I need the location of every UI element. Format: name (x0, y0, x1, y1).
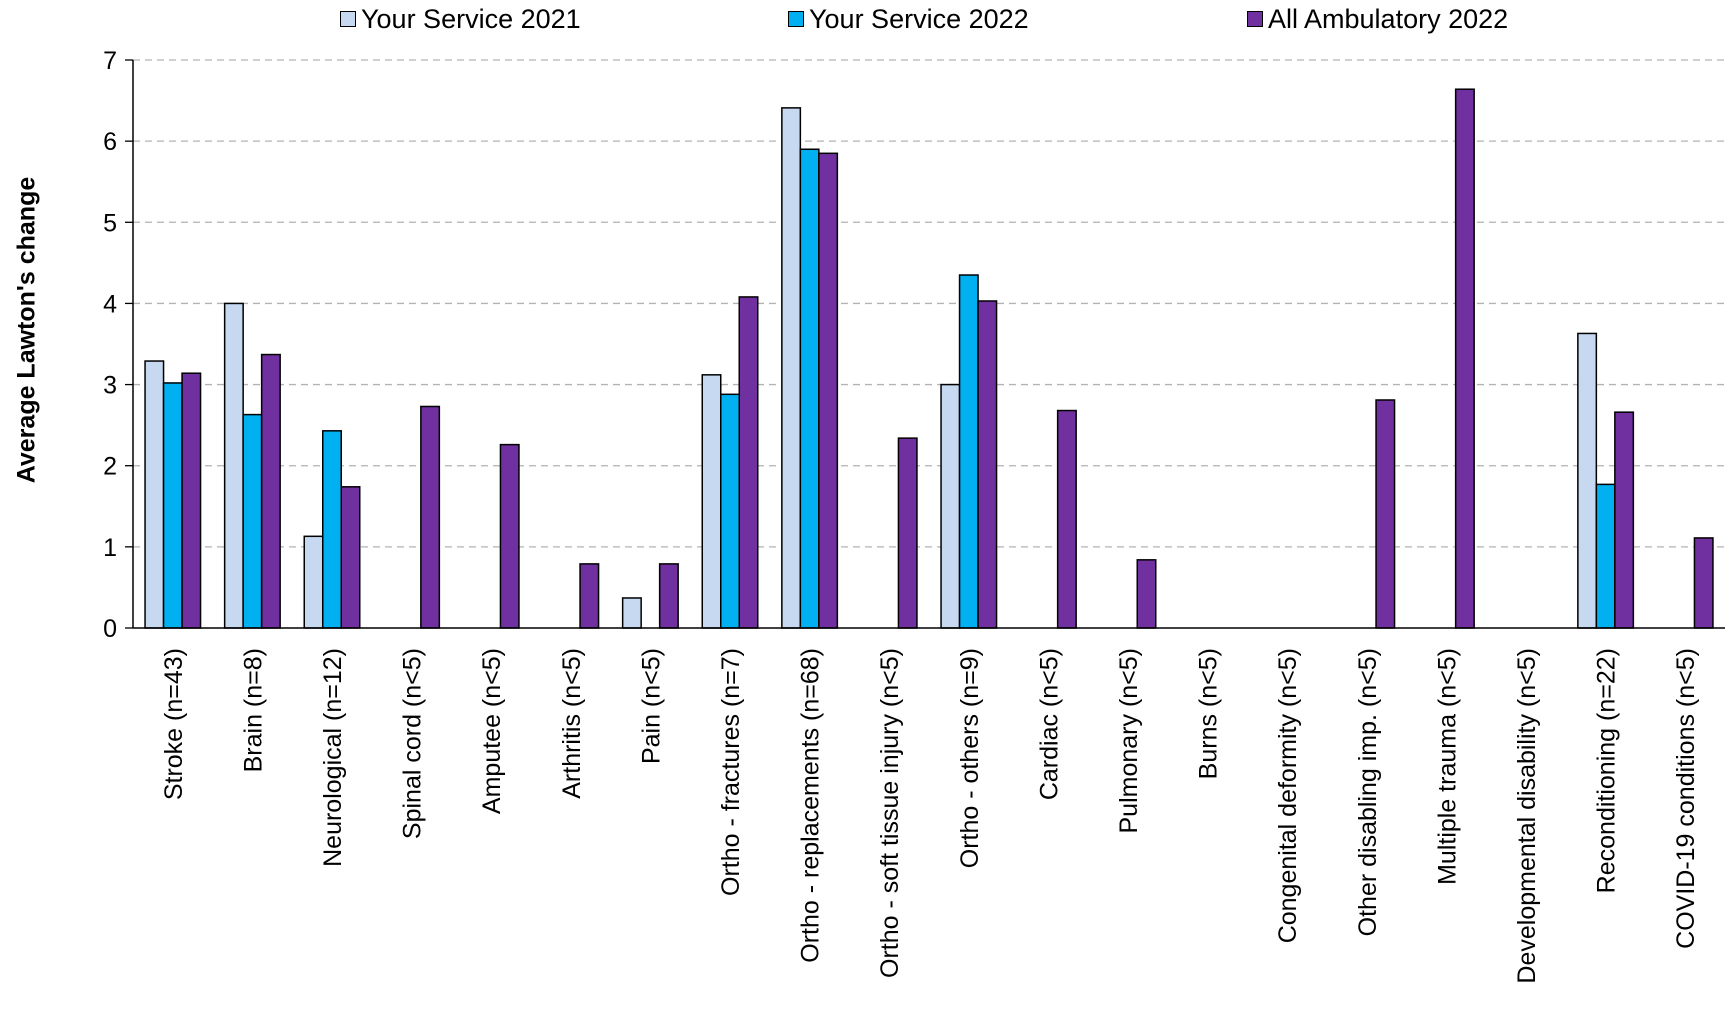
bar-all-ambulatory-2022-ortho-others-n-9 (977, 300, 998, 629)
x-tick-label: COVID-19 conditions (n<5) (1672, 648, 1700, 949)
x-tick-label: Burns (n<5) (1195, 648, 1223, 779)
x-tick-label: Neurological (n=12) (319, 648, 347, 867)
bar-all-ambulatory-2022-spinal-cord-n-5 (420, 405, 441, 629)
bar-all-ambulatory-2022-reconditioning-n-22 (1614, 411, 1635, 629)
bar-your-service-2021-ortho-replacements-n-68 (781, 107, 802, 629)
y-tick-label: 1 (103, 534, 117, 562)
bar-all-ambulatory-2022-other-disabling-imp-n-5 (1375, 399, 1396, 629)
y-tick-label: 6 (103, 128, 117, 156)
legend-label-service-2021: Your Service 2021 (361, 3, 581, 34)
bar-all-ambulatory-2022-arthritis-n-5 (579, 563, 600, 629)
x-tick-label: Brain (n=8) (239, 648, 267, 772)
x-tick-label: Multiple trauma (n<5) (1433, 648, 1461, 885)
bar-all-ambulatory-2022-cardiac-n-5 (1056, 409, 1077, 629)
y-tick-label: 0 (103, 615, 117, 643)
bar-all-ambulatory-2022-amputee-n-5 (499, 443, 520, 629)
bar-all-ambulatory-2022-ortho-replacements-n-68 (818, 152, 839, 629)
legend-item-service-2021: Your Service 2021 (340, 2, 581, 36)
legend-label-all-ambulatory-2022: All Ambulatory 2022 (1268, 3, 1509, 34)
bar-all-ambulatory-2022-pulmonary-n-5 (1136, 559, 1157, 629)
bar-your-service-2022-reconditioning-n-22 (1595, 483, 1616, 629)
bar-all-ambulatory-2022-neurological-n-12 (340, 486, 361, 629)
x-tick-label: Developmental disability (n<5) (1513, 648, 1541, 984)
y-tick-label: 4 (103, 290, 117, 318)
bar-all-ambulatory-2022-ortho-soft-tissue-injury-n-5 (897, 437, 918, 629)
bar-your-service-2021-stroke-n-43 (144, 360, 165, 629)
bar-your-service-2022-ortho-fractures-n-7 (720, 393, 740, 629)
bar-your-service-2022-ortho-replacements-n-68 (799, 148, 820, 629)
bar-all-ambulatory-2022-ortho-fractures-n-7 (738, 296, 759, 629)
bar-all-ambulatory-2022-multiple-trauma-n-5 (1454, 88, 1475, 629)
x-tick-label: Other disabling imp. (n<5) (1354, 648, 1382, 936)
bar-all-ambulatory-2022-pain-n-5 (658, 563, 679, 629)
bar-your-service-2021-ortho-fractures-n-7 (701, 374, 722, 629)
y-tick-label: 2 (103, 453, 117, 481)
x-tick-label: Ortho - replacements (n=68) (797, 648, 825, 963)
bar-your-service-2022-ortho-others-n-9 (958, 274, 979, 629)
bar-your-service-2022-stroke-n-43 (162, 382, 183, 629)
x-tick-label: Spinal cord (n<5) (399, 648, 427, 839)
bar-your-service-2022-neurological-n-12 (322, 430, 342, 629)
y-tick-label: 7 (103, 47, 117, 75)
bar-your-service-2021-reconditioning-n-22 (1577, 332, 1598, 629)
bar-all-ambulatory-2022-brain-n-8 (260, 353, 281, 629)
legend-swatch-service-2022 (788, 11, 804, 27)
x-tick-label: Congenital deformity (n<5) (1274, 648, 1302, 943)
legend-item-service-2022: Your Service 2022 (788, 2, 1029, 36)
x-tick-label: Pulmonary (n<5) (1115, 648, 1143, 834)
bar-your-service-2021-brain-n-8 (223, 302, 244, 629)
x-tick-label: Pain (n<5) (637, 648, 665, 764)
y-tick-label: 5 (103, 209, 117, 237)
legend-swatch-all-ambulatory-2022 (1247, 11, 1263, 27)
bar-your-service-2022-brain-n-8 (242, 413, 263, 629)
x-tick-label: Amputee (n<5) (478, 648, 506, 814)
x-tick-label: Ortho - soft tissue injury (n<5) (876, 648, 904, 978)
bar-your-service-2021-pain-n-5 (621, 597, 642, 629)
legend-label-service-2022: Your Service 2022 (809, 3, 1029, 34)
bar-all-ambulatory-2022-stroke-n-43 (181, 372, 202, 629)
x-tick-label: Arthritis (n<5) (558, 648, 586, 799)
x-tick-label: Cardiac (n<5) (1035, 648, 1063, 800)
x-tick-label: Ortho - fractures (n=7) (717, 648, 745, 896)
bar-all-ambulatory-2022-covid-19-conditions-n-5 (1693, 537, 1714, 629)
chart-legend: Your Service 2021 Your Service 2022 All … (0, 2, 1729, 36)
legend-swatch-service-2021 (340, 11, 356, 27)
x-tick-label: Ortho - others (n=9) (956, 648, 984, 868)
x-tick-label: Reconditioning (n=22) (1593, 648, 1621, 893)
y-tick-label: 3 (103, 372, 117, 400)
x-tick-label: Stroke (n=43) (160, 648, 188, 800)
legend-item-all-ambulatory-2022: All Ambulatory 2022 (1247, 2, 1508, 36)
bar-your-service-2021-neurological-n-12 (303, 535, 324, 629)
bar-your-service-2021-ortho-others-n-9 (940, 383, 961, 629)
